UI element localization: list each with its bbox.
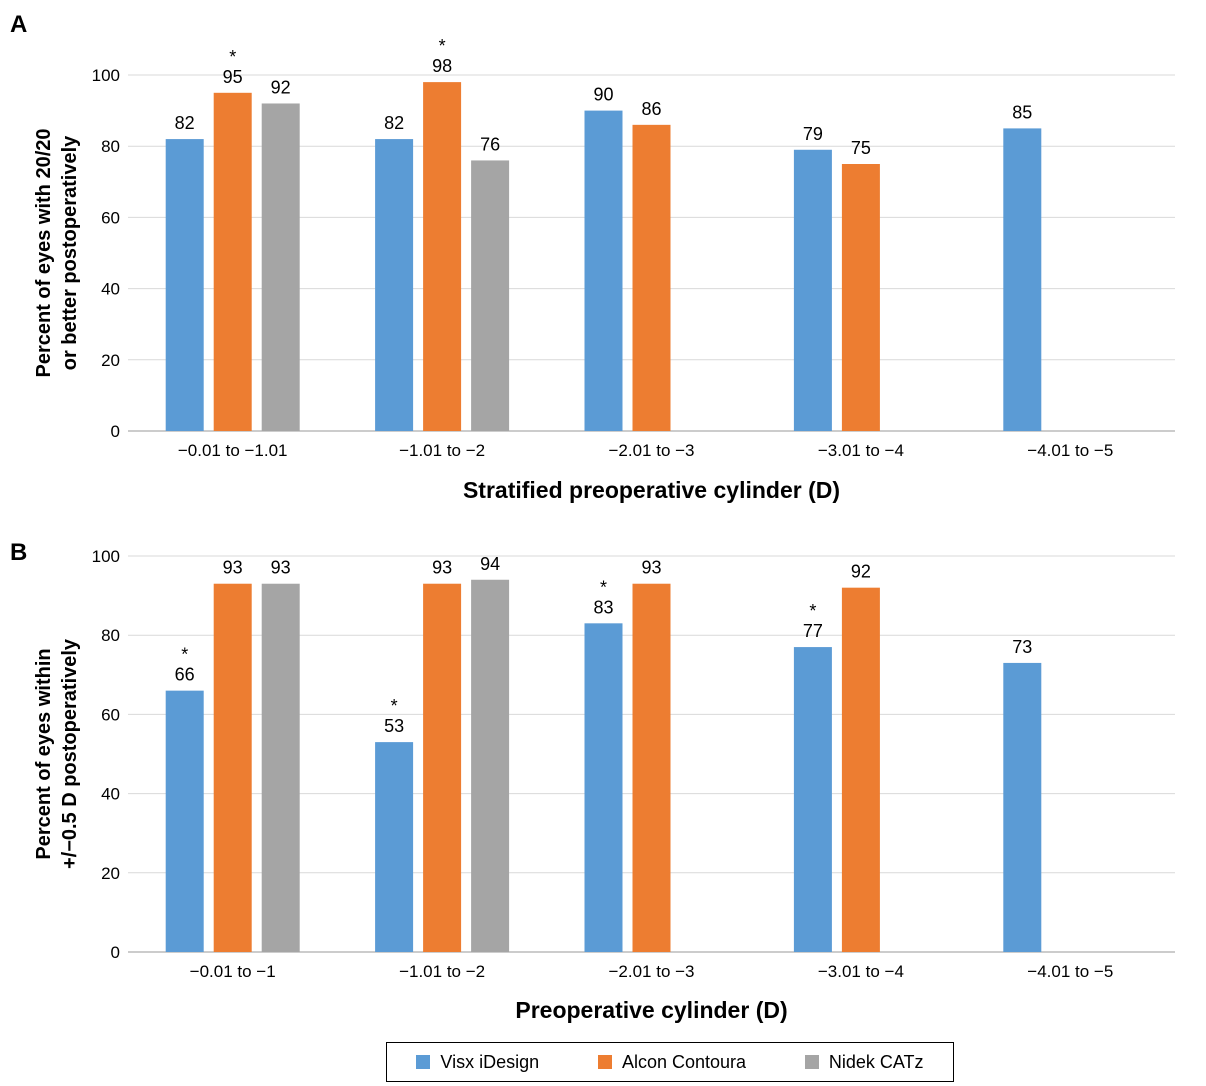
bar-b <box>841 587 880 952</box>
x-tick-label-b: −4.01 to −5 <box>1027 962 1113 981</box>
legend-label-nidek: Nidek CATz <box>828 1051 924 1072</box>
bar-a <box>261 103 300 431</box>
data-label-a: 75 <box>851 138 871 158</box>
panel-label-b: B <box>10 539 27 566</box>
significance-asterisk-a: * <box>439 36 446 56</box>
x-axis-label-b: Preoperative cylinder (D) <box>515 997 787 1023</box>
data-label-a: 95 <box>223 67 243 87</box>
bar-b <box>213 583 252 952</box>
legend-label-alcon: Alcon Contoura <box>621 1051 747 1072</box>
bar-b <box>793 647 832 952</box>
legend-swatch-alcon <box>597 1055 612 1069</box>
y-tick-label-b: 20 <box>101 864 120 883</box>
bar-b <box>423 583 462 952</box>
data-label-a: 92 <box>271 77 291 97</box>
y-tick-label-a: 20 <box>101 351 120 370</box>
bar-a <box>584 110 623 431</box>
data-label-b: 93 <box>432 558 452 578</box>
x-tick-label-a: −1.01 to −2 <box>399 441 485 460</box>
legend-item-alcon: Alcon Contoura <box>597 1051 747 1073</box>
significance-asterisk-b: * <box>600 577 607 597</box>
y-tick-label-b: 60 <box>101 705 120 724</box>
significance-asterisk-a: * <box>229 47 236 67</box>
bar-a <box>165 139 204 431</box>
y-axis-label-line: Percent of eyes with 20/20 <box>33 128 55 377</box>
panel-label-a: A <box>10 11 27 38</box>
bar-b <box>1003 662 1042 952</box>
y-tick-label-a: 60 <box>101 208 120 227</box>
x-axis-label-a: Stratified preoperative cylinder (D) <box>463 477 840 503</box>
y-axis-label-b: Percent of eyes within +/−0.5 D postopera… <box>33 638 81 869</box>
data-label-a: 76 <box>480 134 500 154</box>
y-tick-label-b: 0 <box>111 943 120 962</box>
bar-a <box>841 164 880 431</box>
data-label-b: 73 <box>1012 637 1032 657</box>
data-label-a: 82 <box>175 113 195 133</box>
bar-a <box>423 82 462 432</box>
y-tick-label-b: 80 <box>101 626 120 645</box>
data-label-b: 94 <box>480 554 500 574</box>
significance-asterisk-b: * <box>391 696 398 716</box>
x-tick-label-b: −0.01 to −1 <box>190 962 276 981</box>
legend-label-visx: Visx iDesign <box>440 1051 540 1072</box>
x-tick-label-b: −2.01 to −3 <box>608 962 694 981</box>
significance-asterisk-b: * <box>181 645 188 665</box>
y-axis-label-line: +/−0.5 D postoperatively <box>59 638 81 869</box>
legend-swatch-visx <box>416 1055 431 1069</box>
data-label-a: 79 <box>803 124 823 144</box>
x-tick-label-a: −0.01 to −1.01 <box>178 441 288 460</box>
data-label-b: 83 <box>593 597 613 617</box>
bar-a <box>213 92 252 432</box>
bar-b <box>375 742 414 952</box>
bar-b <box>165 690 204 952</box>
data-label-b: 92 <box>851 562 871 582</box>
x-tick-label-a: −3.01 to −4 <box>818 441 904 460</box>
figure: A 0 20 40 60 80 100 Percent of eyes with 20/20 o… <box>10 11 1175 1023</box>
legend-item-nidek: Nidek CATz <box>804 1051 924 1073</box>
data-label-b: 53 <box>384 716 404 736</box>
data-label-a: 98 <box>432 56 452 76</box>
y-tick-label-a: 80 <box>101 137 120 156</box>
data-label-b: 93 <box>223 558 243 578</box>
bar-a <box>471 160 510 431</box>
data-label-a: 90 <box>593 85 613 105</box>
bar-b <box>261 583 300 952</box>
data-label-a: 82 <box>384 113 404 133</box>
y-axis-label-a: Percent of eyes with 20/20 or better post… <box>33 128 81 377</box>
bar-b <box>632 583 671 952</box>
bar-a <box>375 139 414 431</box>
legend-item-visx: Visx iDesign <box>416 1052 539 1073</box>
data-label-a: 85 <box>1012 102 1032 122</box>
x-tick-label-b: −3.01 to −4 <box>818 962 904 981</box>
data-label-b: 77 <box>803 621 823 641</box>
bar-b <box>584 623 623 952</box>
x-tick-label-a: −4.01 to −5 <box>1027 441 1113 460</box>
data-label-b: 66 <box>175 665 195 685</box>
bar-b <box>471 579 510 952</box>
x-tick-label-a: −2.01 to −3 <box>608 441 694 460</box>
y-axis-label-line: Percent of eyes within <box>33 648 55 859</box>
y-axis-label-line: or better postoperatively <box>59 135 81 370</box>
legend: Visx iDesign Alcon Contoura Nidek CATz <box>386 1042 954 1082</box>
legend-swatch-nidek <box>804 1055 819 1069</box>
y-tick-label-b: 40 <box>101 785 120 804</box>
y-tick-label-a: 100 <box>92 66 120 85</box>
bar-a <box>632 124 671 431</box>
data-label-a: 86 <box>641 99 661 119</box>
significance-asterisk-b: * <box>809 601 816 621</box>
y-tick-label-a: 40 <box>101 280 120 299</box>
y-tick-label-b: 100 <box>92 547 120 566</box>
data-label-b: 93 <box>641 558 661 578</box>
x-tick-label-b: −1.01 to −2 <box>399 962 485 981</box>
bar-a <box>1003 128 1042 431</box>
data-label-b: 93 <box>271 558 291 578</box>
y-tick-label-a: 0 <box>111 422 120 441</box>
bar-a <box>793 149 832 431</box>
